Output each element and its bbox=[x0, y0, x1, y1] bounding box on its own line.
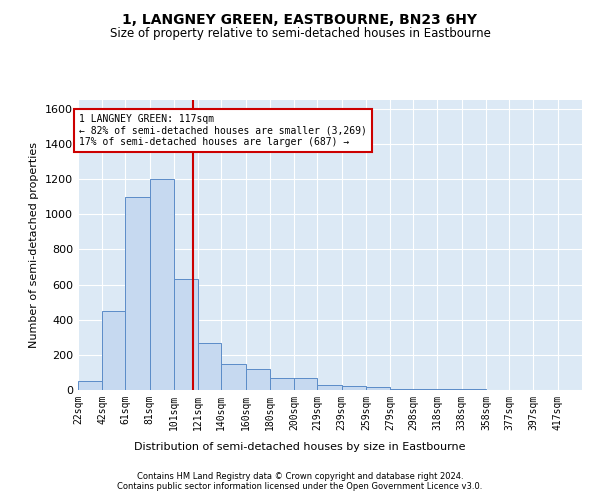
Bar bbox=[149, 179, 174, 390]
Text: 1, LANGNEY GREEN, EASTBOURNE, BN23 6HY: 1, LANGNEY GREEN, EASTBOURNE, BN23 6HY bbox=[122, 12, 478, 26]
Bar bbox=[198, 342, 221, 390]
Text: Contains HM Land Registry data © Crown copyright and database right 2024.: Contains HM Land Registry data © Crown c… bbox=[137, 472, 463, 481]
Bar bbox=[437, 389, 462, 390]
Bar bbox=[366, 388, 390, 390]
Bar bbox=[78, 381, 102, 390]
Bar bbox=[102, 311, 125, 390]
Y-axis label: Number of semi-detached properties: Number of semi-detached properties bbox=[29, 142, 40, 348]
Bar bbox=[174, 280, 198, 390]
Bar bbox=[245, 369, 270, 390]
Bar bbox=[221, 364, 245, 390]
Text: Contains public sector information licensed under the Open Government Licence v3: Contains public sector information licen… bbox=[118, 482, 482, 491]
Text: Distribution of semi-detached houses by size in Eastbourne: Distribution of semi-detached houses by … bbox=[134, 442, 466, 452]
Text: 1 LANGNEY GREEN: 117sqm
← 82% of semi-detached houses are smaller (3,269)
17% of: 1 LANGNEY GREEN: 117sqm ← 82% of semi-de… bbox=[79, 114, 367, 148]
Bar bbox=[341, 386, 366, 390]
Bar bbox=[317, 384, 341, 390]
Bar bbox=[125, 196, 149, 390]
Bar bbox=[294, 378, 317, 390]
Bar bbox=[413, 389, 437, 390]
Text: Size of property relative to semi-detached houses in Eastbourne: Size of property relative to semi-detach… bbox=[110, 28, 490, 40]
Bar bbox=[270, 378, 294, 390]
Bar bbox=[390, 389, 413, 390]
